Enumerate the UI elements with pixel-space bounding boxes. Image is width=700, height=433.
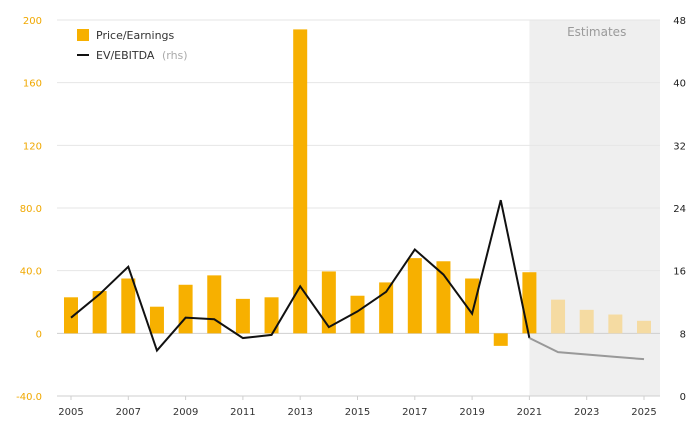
legend-label-ev-ebitda-name: EV/EBITDA	[96, 49, 155, 62]
legend-swatch-price-earnings	[77, 29, 89, 41]
line-ev-ebitda-actual	[70, 199, 531, 353]
x-axis: 2005 2007 2009 2011 2013 2015 2017 2019 2021 2023…	[57, 395, 660, 418]
x-tick-label: 2013	[287, 407, 312, 418]
bar-2012	[264, 297, 279, 334]
x-tick-label: 2019	[459, 407, 484, 418]
y-right-tick-label: 40	[673, 79, 686, 90]
y-left-tick-label: -40.0	[16, 392, 42, 403]
line-series	[70, 199, 645, 361]
bar-2005	[64, 297, 78, 334]
bar-2007	[121, 278, 136, 334]
x-tick-label: 2025	[631, 407, 656, 418]
x-tick-label: 2023	[574, 407, 599, 418]
x-tick-label: 2017	[402, 407, 427, 418]
legend-label-ev-ebitda: EV/EBITDA (rhs)	[96, 49, 188, 62]
y-right-tick-label: 32	[673, 141, 686, 152]
bar-2017	[407, 258, 422, 334]
bar-2008	[149, 306, 164, 334]
line-ev-ebitda-estimate	[528, 337, 645, 361]
bar-2024	[608, 314, 623, 334]
bar-2009	[178, 284, 193, 334]
y-right-tick-label: 8	[680, 329, 686, 340]
bar-2021	[522, 272, 537, 334]
x-tick-label: 2009	[173, 407, 198, 418]
bar-2015	[350, 295, 365, 334]
legend-label-ev-ebitda-suffix: (rhs)	[162, 49, 188, 62]
left-axis: -40.0 0 40.0 80.0 120 160 200	[16, 16, 42, 403]
y-left-tick-label: 200	[23, 16, 42, 27]
y-left-tick-label: 40.0	[20, 267, 42, 278]
bar-2014	[321, 271, 336, 334]
right-axis: 0 8 16 24 32 40 48	[673, 16, 686, 403]
x-tick-label: 2015	[345, 407, 370, 418]
bar-2018	[436, 261, 451, 334]
y-left-tick-label: 0	[36, 329, 42, 340]
x-tick-label: 2011	[230, 407, 255, 418]
bar-2019	[465, 278, 480, 334]
x-tick-label: 2021	[517, 407, 542, 418]
y-right-tick-label: 0	[680, 392, 686, 403]
y-left-tick-label: 160	[23, 79, 42, 90]
estimates-label: Estimates	[567, 25, 626, 39]
bar-2023	[579, 309, 594, 334]
bar-2006	[92, 291, 107, 334]
bar-2025	[637, 320, 651, 334]
bar-2010	[207, 275, 222, 334]
legend: Price/Earnings EV/EBITDA (rhs)	[77, 29, 188, 62]
bar-2013	[293, 29, 308, 334]
y-right-tick-label: 24	[673, 204, 686, 215]
bar-2011	[235, 298, 250, 334]
y-left-tick-label: 80.0	[20, 204, 42, 215]
y-right-tick-label: 16	[673, 267, 686, 278]
legend-label-price-earnings: Price/Earnings	[96, 29, 175, 42]
x-tick-label: 2007	[116, 407, 141, 418]
y-left-tick-label: 120	[23, 141, 42, 152]
bar-2022	[551, 299, 566, 334]
x-tick-label: 2005	[58, 407, 83, 418]
y-right-tick-label: 48	[673, 16, 686, 27]
bar-2020	[493, 333, 508, 346]
